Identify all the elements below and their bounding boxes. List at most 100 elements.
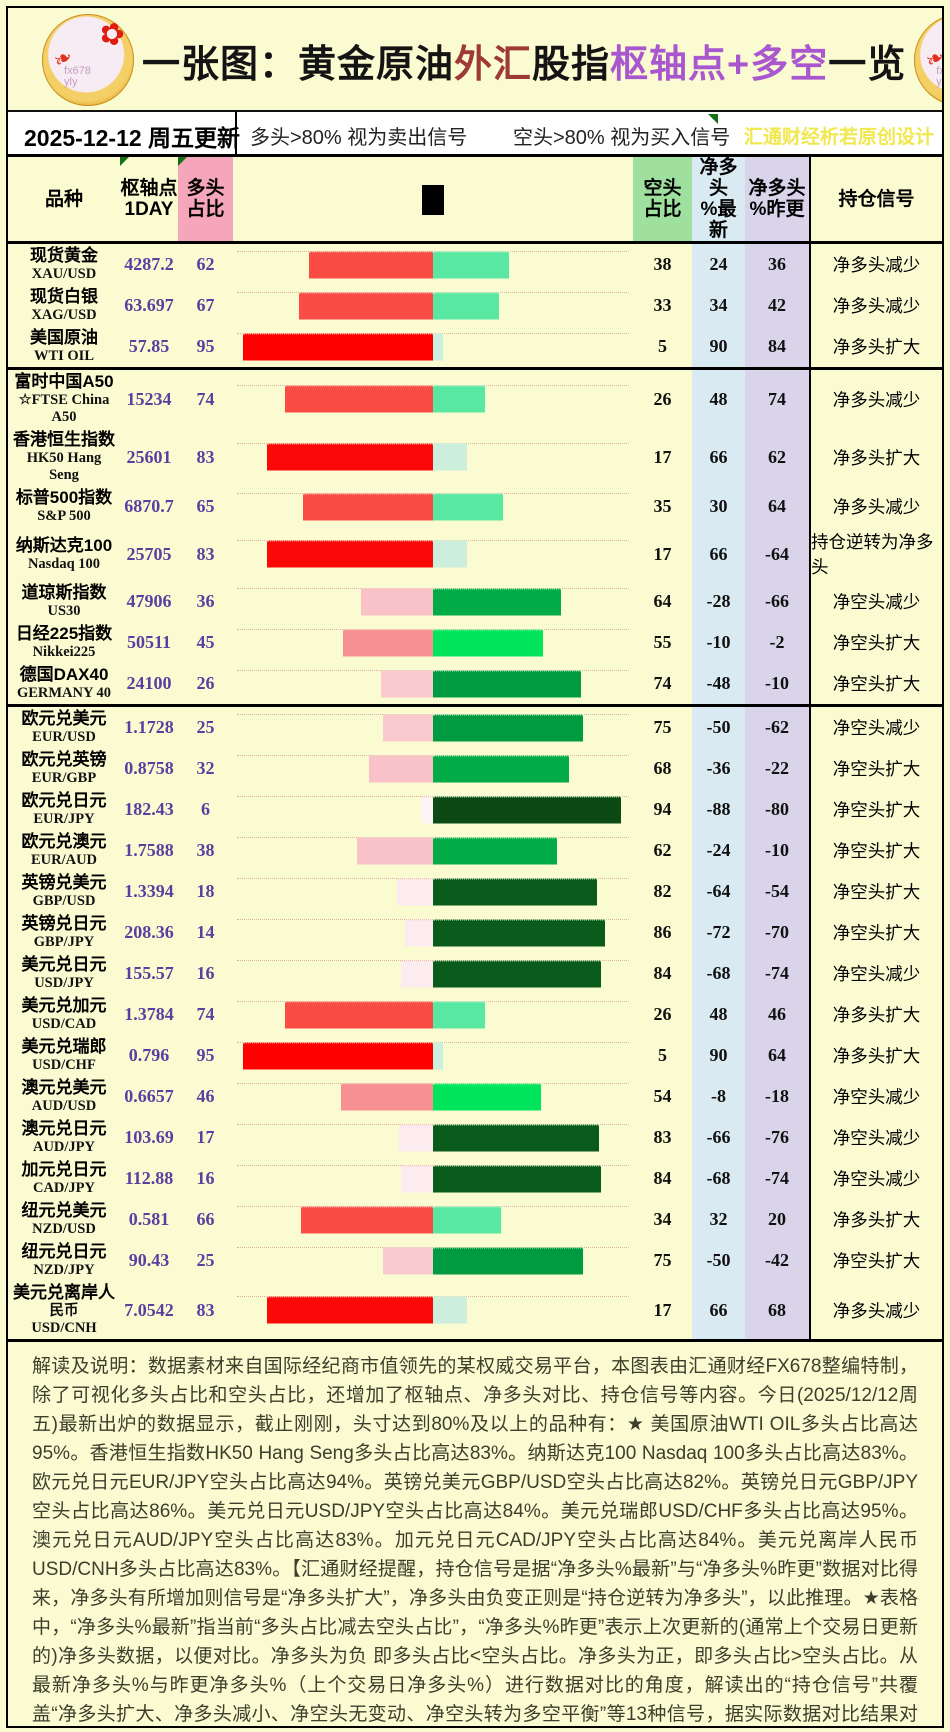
product-code: EUR/JPY (33, 811, 95, 827)
title-banner: ✿ ❧ fx678 yly 一张图：黄金原油外汇股指枢轴点+多空一览 ✿ ❧ f… (8, 8, 942, 110)
product-name: 美元兑瑞郎 (21, 1037, 107, 1056)
net-long-latest: -64 (692, 871, 745, 912)
pivot-value: 25601 (126, 446, 172, 467)
product-label: 美元兑离岸人 民币 USD/CNH (8, 1281, 120, 1339)
signal-text: 净多头扩大 (809, 1199, 942, 1240)
diverging-bar-cell (233, 830, 633, 871)
title-segment: 外汇 (454, 43, 533, 86)
short-bar (433, 1296, 467, 1324)
product-code: EUR/GBP (31, 770, 97, 786)
product-name: 日经225指数 (15, 624, 113, 643)
diverging-bar-cell (233, 789, 633, 830)
product-code: GBP/USD (32, 893, 96, 909)
long-pct-value: 74 (196, 388, 215, 409)
short-bar (433, 1165, 601, 1192)
product-code: Nasdaq 100 (27, 555, 101, 572)
short-pct-value: 86 (653, 922, 672, 942)
short-bar (433, 333, 443, 360)
long-pct-value: 46 (196, 1086, 215, 1106)
diverging-bar-cell (233, 663, 633, 704)
long-pct-value: 32 (196, 758, 215, 778)
long-bar (303, 493, 433, 520)
pivot-value: 57.85 (128, 336, 170, 356)
net-long-prev: -10 (745, 830, 809, 871)
long-pct-value: 14 (196, 922, 215, 942)
long-pct-value: 38 (196, 840, 215, 860)
header-short-pct: 空头 占比 (633, 157, 692, 241)
product-label: 英镑兑美元 GBP/USD (8, 871, 120, 912)
net-long-latest: 34 (692, 285, 745, 326)
long-pct-value: 16 (196, 963, 215, 983)
long-pct-value: 65 (196, 496, 215, 516)
product-code: XAG/USD (31, 307, 97, 323)
product-code: XAU/USD (31, 266, 97, 282)
short-pct-value: 75 (653, 1250, 672, 1270)
product-label: 香港恒生指数 HK50 Hang Seng (8, 428, 120, 486)
pivot-value: 0.581 (128, 1209, 170, 1229)
long-bar (267, 1296, 433, 1324)
signal-text: 净多头减少 (809, 244, 942, 285)
long-pct-value: 74 (196, 1004, 215, 1024)
product-code: Nikkei225 (32, 644, 96, 660)
title-segment: 一张图：黄金原油 (142, 43, 455, 86)
table-header: 品种 枢轴点 1DAY 多头 占比 空头 占比 净多头 %最新 净多头 %昨更 持仓信号 (8, 157, 942, 244)
product-name: 现货白银 (30, 287, 98, 306)
header-product: 品种 (44, 188, 83, 210)
long-bar (381, 670, 433, 697)
long-bar (341, 1083, 433, 1110)
short-pct-value: 75 (653, 717, 672, 737)
signal-text: 净空头扩大 (809, 748, 942, 789)
signal-text: 净多头减少 (809, 370, 942, 428)
pivot-value: 47906 (126, 591, 172, 611)
long-pct-value: 6 (201, 799, 210, 819)
short-pct-value: 68 (653, 758, 672, 778)
fx678-logo-right: ✿ ❧ fx678 yly (914, 14, 942, 106)
short-pct-value: 94 (653, 799, 672, 819)
product-code: 民币 (49, 1303, 79, 1319)
header-pivot: 枢轴点 1DAY (120, 157, 178, 241)
short-pct-value: 17 (653, 446, 672, 467)
diverging-bar-cell (233, 326, 633, 367)
table-row: 纽元兑美元 NZD/USD 0.581 66 34 32 20 净多头扩大 (8, 1199, 942, 1240)
short-pct-value: 5 (658, 1045, 667, 1065)
diverging-bar-cell (233, 994, 633, 1035)
table-row: 加元兑日元 CAD/JPY 112.88 16 84 -68 -74 净空头减少 (8, 1158, 942, 1199)
short-pct-value: 33 (653, 295, 672, 315)
header-color-scale (233, 157, 633, 241)
pivot-value: 90.43 (128, 1250, 170, 1270)
long-pct-value: 18 (196, 881, 215, 901)
short-bar (433, 251, 509, 278)
short-pct-value: 64 (653, 591, 672, 611)
product-name: 欧元兑日元 (21, 791, 107, 810)
product-label: 纽元兑日元 NZD/JPY (8, 1240, 120, 1281)
diverging-bar-cell (233, 370, 633, 428)
product-name: 加元兑日元 (21, 1160, 107, 1179)
pivot-value: 63.697 (124, 295, 174, 315)
short-bar (433, 1247, 583, 1274)
net-long-latest: -50 (692, 707, 745, 748)
diverging-bar-cell (233, 1117, 633, 1158)
long-bar (361, 588, 433, 615)
table-row: 美元兑离岸人 民币 USD/CNH 7.0542 83 17 66 68 净多头减少 (8, 1281, 942, 1339)
product-label: 标普500指数 S&P 500 (8, 486, 120, 527)
short-pct-value: 74 (653, 673, 672, 693)
short-pct-value: 82 (653, 881, 672, 901)
scale-cell (440, 187, 442, 211)
fx678-logo-left: ✿ ❧ fx678 yly (42, 14, 134, 106)
long-bar (267, 540, 433, 568)
table-row: 欧元兑日元 EUR/JPY 182.43 6 94 -88 -80 净空头扩大 (8, 789, 942, 830)
long-bar (285, 385, 433, 413)
header-signal: 持仓信号 (809, 157, 942, 241)
long-bar (301, 1206, 433, 1233)
product-name: 现货黄金 (30, 246, 98, 265)
signal-text: 净空头减少 (809, 1117, 942, 1158)
net-long-prev: 62 (745, 428, 809, 486)
scale-cell (436, 187, 438, 211)
net-long-latest: -24 (692, 830, 745, 871)
net-long-prev: -42 (745, 1240, 809, 1281)
table-row: 道琼斯指数 US30 47906 36 64 -28 -66 净空头减少 (8, 581, 942, 622)
table-row: 欧元兑澳元 EUR/AUD 1.7588 38 62 -24 -10 净空头扩大 (8, 830, 942, 871)
product-code: NZD/USD (32, 1221, 96, 1237)
long-bar (309, 251, 433, 278)
diverging-bar-cell (233, 1281, 633, 1339)
